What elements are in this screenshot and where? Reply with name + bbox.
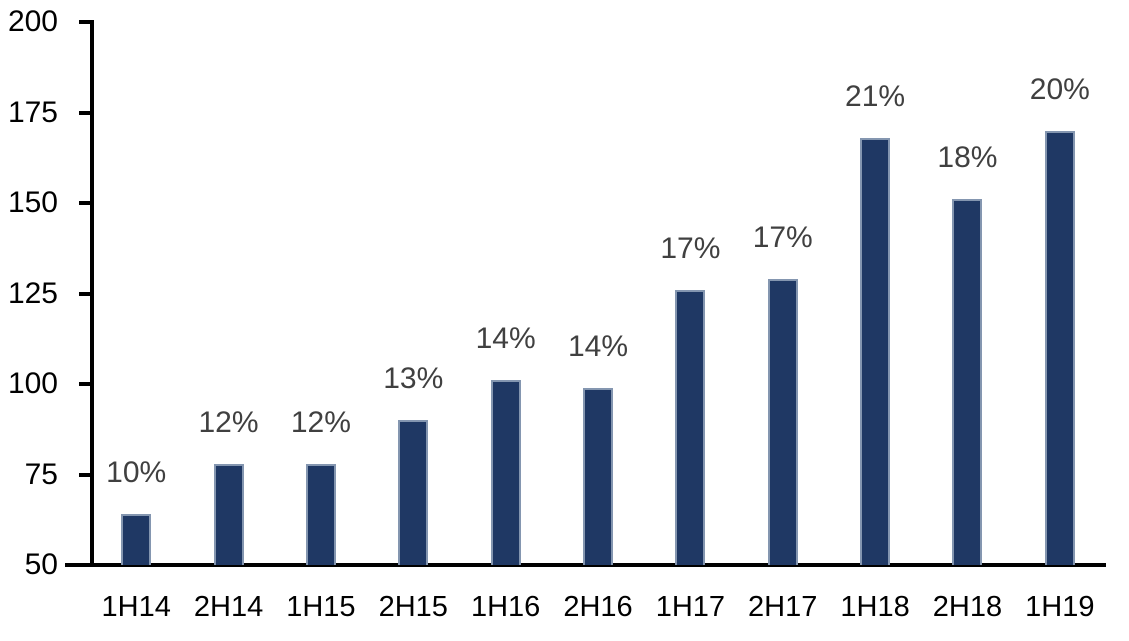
x-axis-label-2h14: 2H14 bbox=[193, 591, 264, 623]
x-axis-label-2h18: 2H18 bbox=[932, 591, 1003, 623]
bar-value-label-1h17: 17% bbox=[660, 231, 721, 265]
bar-value-label-1h19: 20% bbox=[1029, 72, 1090, 106]
y-axis-tick bbox=[79, 201, 90, 205]
y-axis-tick bbox=[79, 472, 90, 477]
bar-value-label-2h16: 14% bbox=[567, 329, 629, 363]
bar-1h15 bbox=[305, 463, 336, 565]
x-axis-label-2h15: 2H15 bbox=[378, 591, 448, 623]
y-axis-line bbox=[90, 20, 94, 567]
bar-1h18 bbox=[860, 137, 891, 565]
bar-1h16 bbox=[490, 380, 521, 565]
x-axis-line bbox=[65, 563, 1106, 567]
bar-2h18 bbox=[952, 199, 983, 565]
y-axis-tick-label: 200 bbox=[7, 5, 58, 38]
bar-2h16 bbox=[583, 387, 613, 565]
x-axis-label-1h16: 1H16 bbox=[470, 591, 541, 623]
x-axis-label-1h19: 1H19 bbox=[1025, 591, 1095, 623]
bar-value-label-2h15: 13% bbox=[383, 362, 444, 396]
y-axis-tick-label: 150 bbox=[7, 186, 58, 219]
bar-2h17 bbox=[767, 279, 798, 565]
y-axis-tick bbox=[79, 382, 90, 386]
bar-1h19 bbox=[1044, 130, 1075, 565]
bar-value-label-1h16: 14% bbox=[475, 322, 536, 356]
x-axis-label-1h18: 1H18 bbox=[840, 591, 910, 623]
y-axis-tick-label: 175 bbox=[7, 95, 58, 129]
x-axis-label-1h17: 1H17 bbox=[655, 591, 726, 623]
bar-2h15 bbox=[398, 420, 429, 565]
y-axis-tick-label: 125 bbox=[7, 276, 58, 310]
x-axis-label-2h16: 2H16 bbox=[563, 591, 633, 623]
y-axis-tick bbox=[79, 291, 90, 296]
bar-value-label-1h14: 10% bbox=[106, 456, 167, 490]
bar-value-label-1h15: 12% bbox=[290, 405, 351, 439]
y-axis-tick-label: 75 bbox=[24, 457, 58, 491]
bar-value-label-2h18: 18% bbox=[937, 141, 998, 175]
bar-value-label-1h18: 21% bbox=[845, 79, 906, 113]
bar-1h17 bbox=[675, 289, 706, 565]
y-axis-tick bbox=[79, 20, 90, 24]
bar-value-label-2h14: 12% bbox=[198, 405, 259, 439]
x-axis-label-1h15: 1H15 bbox=[286, 591, 356, 623]
bar-1h14 bbox=[121, 514, 152, 565]
x-axis-label-1h14: 1H14 bbox=[101, 591, 171, 623]
bar-2h14 bbox=[213, 463, 244, 565]
y-axis-tick-label: 50 bbox=[24, 548, 58, 581]
bar-value-label-2h17: 17% bbox=[752, 221, 813, 255]
x-axis-label-2h17: 2H17 bbox=[748, 591, 818, 623]
y-axis-tick-label: 100 bbox=[7, 367, 58, 400]
y-axis-tick bbox=[79, 110, 90, 115]
